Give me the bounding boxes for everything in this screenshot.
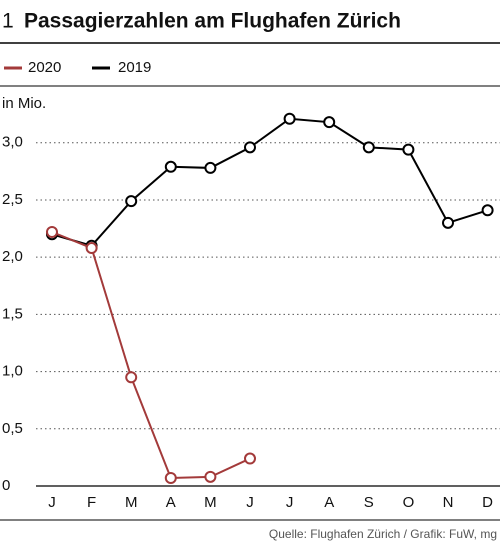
series-line [51, 231, 251, 480]
data-point [125, 195, 138, 208]
y-tick-label: 0,5 [2, 420, 23, 437]
data-point [204, 470, 217, 483]
data-point [204, 161, 217, 174]
y-axis-label: in Mio. [2, 95, 46, 112]
x-tick-label: J [286, 494, 294, 511]
data-point [164, 160, 177, 173]
series-line [51, 117, 488, 247]
x-tick-label: F [87, 494, 96, 511]
data-point [244, 141, 256, 154]
x-tick-label: J [48, 494, 56, 511]
x-tick-label: S [364, 494, 374, 511]
y-tick-label: 1,0 [2, 363, 23, 380]
data-point [481, 204, 494, 217]
x-tick-label: J [246, 494, 254, 511]
x-tick-label: O [403, 494, 415, 511]
legend-label: 2020 [28, 59, 61, 76]
source: Quelle: Flughafen Zürich / Grafik: FuW, … [269, 527, 497, 541]
data-point [362, 141, 375, 154]
chart-title: Passagierzahlen am Flughafen Zürich [24, 10, 401, 33]
legend-label: 2019 [118, 59, 151, 76]
data-point [85, 242, 98, 255]
data-point [164, 471, 177, 484]
data-point [283, 112, 296, 125]
data-point [125, 371, 138, 384]
data-point [442, 216, 454, 229]
y-tick-label: 2,0 [2, 248, 23, 265]
data-point [244, 452, 256, 465]
y-tick-label: 0 [2, 477, 10, 494]
y-tick-label: 2,5 [2, 191, 23, 208]
x-tick-label: D [482, 494, 493, 511]
data-point [46, 226, 58, 239]
x-tick-label: N [443, 494, 454, 511]
data-point [323, 116, 336, 129]
y-tick-label: 3,0 [2, 134, 23, 151]
y-tick-label: 1,5 [2, 305, 23, 322]
x-tick-label: A [324, 494, 334, 511]
figure-number: 1 [2, 10, 14, 33]
x-tick-label: A [166, 494, 176, 511]
x-tick-label: M [125, 494, 138, 511]
data-point [402, 143, 415, 156]
x-tick-label: M [204, 494, 217, 511]
